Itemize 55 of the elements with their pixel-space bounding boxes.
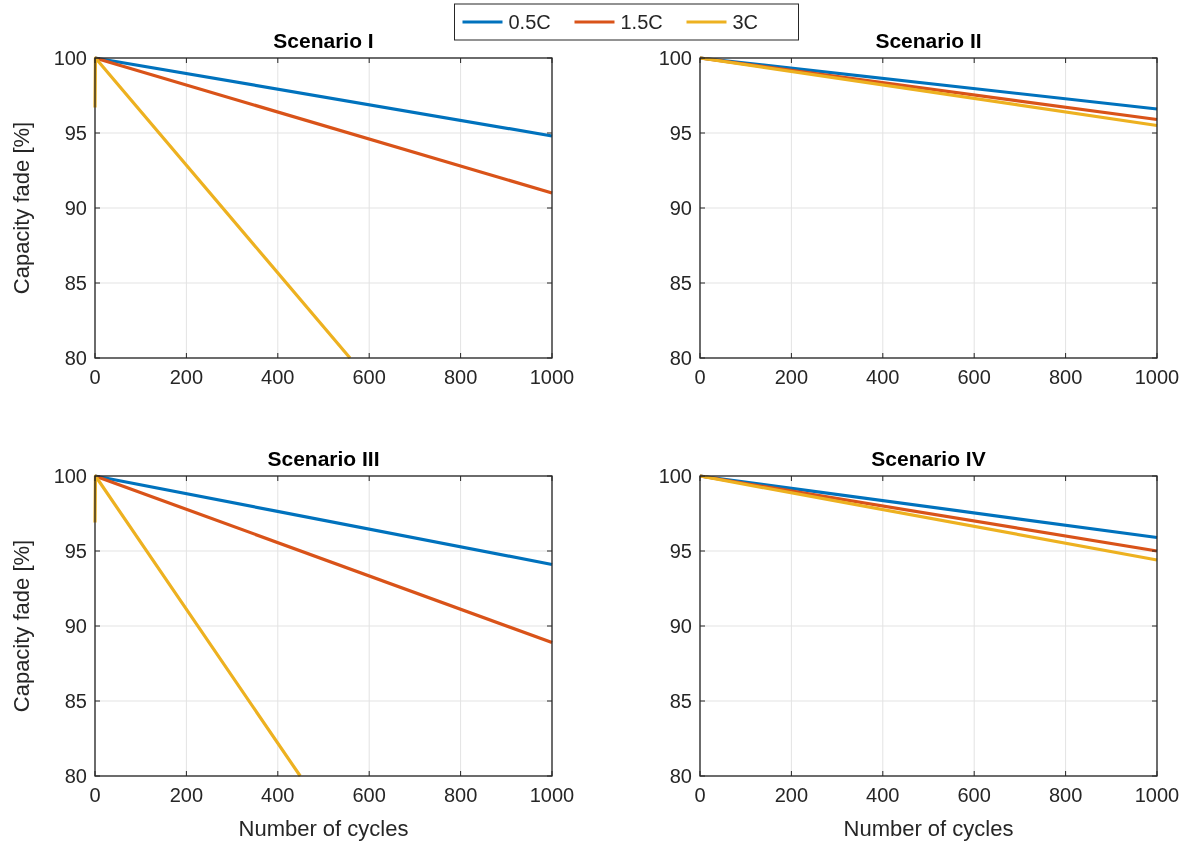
- x-axis-title: Number of cycles: [843, 816, 1014, 841]
- x-tick-label: 200: [169, 366, 204, 388]
- x-tick-label: 600: [957, 366, 991, 388]
- x-axis-title: Number of cycles: [238, 816, 409, 841]
- x-tick-label: 800: [443, 366, 478, 388]
- x-tick-label: 600: [352, 366, 386, 388]
- chart-title: Scenario II: [875, 29, 982, 52]
- y-tick-label: 80: [64, 765, 87, 787]
- y-tick-label: 90: [669, 197, 692, 219]
- legend-label: 1.5C: [620, 11, 663, 33]
- x-tick-label: 0: [89, 784, 101, 806]
- legend-label: 3C: [732, 11, 759, 33]
- y-axis-title: Capacity fade [%]: [9, 539, 34, 713]
- x-tick-label: 400: [261, 366, 295, 388]
- x-tick-label: 0: [694, 784, 706, 806]
- y-tick-label: 85: [64, 690, 87, 712]
- x-tick-label: 200: [169, 784, 204, 806]
- y-tick-label: 100: [53, 47, 87, 69]
- y-tick-label: 90: [64, 197, 87, 219]
- y-tick-label: 100: [53, 465, 87, 487]
- x-tick-label: 400: [866, 366, 900, 388]
- x-tick-label: 0: [694, 366, 706, 388]
- x-tick-label: 800: [443, 784, 478, 806]
- chart-title: Scenario III: [267, 447, 380, 470]
- x-tick-label: 800: [1048, 784, 1083, 806]
- y-tick-label: 80: [669, 765, 692, 787]
- x-tick-label: 1000: [529, 784, 575, 806]
- x-tick-label: 200: [774, 784, 809, 806]
- y-tick-label: 85: [669, 690, 692, 712]
- x-tick-label: 600: [957, 784, 991, 806]
- x-tick-label: 0: [89, 366, 101, 388]
- y-tick-label: 95: [64, 540, 87, 562]
- x-tick-label: 1000: [1134, 784, 1180, 806]
- chart-title: Scenario IV: [871, 447, 986, 470]
- y-tick-label: 85: [64, 272, 87, 294]
- x-tick-label: 1000: [529, 366, 575, 388]
- y-tick-label: 90: [64, 615, 87, 637]
- legend-label: 0.5C: [508, 11, 551, 33]
- x-tick-label: 800: [1048, 366, 1083, 388]
- y-tick-label: 95: [669, 540, 692, 562]
- y-tick-label: 85: [669, 272, 692, 294]
- y-tick-label: 80: [669, 347, 692, 369]
- y-tick-label: 100: [658, 465, 692, 487]
- y-tick-label: 80: [64, 347, 87, 369]
- chart-title: Scenario I: [273, 29, 374, 52]
- y-tick-label: 90: [669, 615, 692, 637]
- x-tick-label: 200: [774, 366, 809, 388]
- y-tick-label: 95: [64, 122, 87, 144]
- y-axis-title: Capacity fade [%]: [9, 121, 34, 295]
- y-tick-label: 100: [658, 47, 692, 69]
- x-tick-label: 1000: [1134, 366, 1180, 388]
- y-tick-label: 95: [669, 122, 692, 144]
- x-tick-label: 400: [261, 784, 295, 806]
- x-tick-label: 600: [352, 784, 386, 806]
- x-tick-label: 400: [866, 784, 900, 806]
